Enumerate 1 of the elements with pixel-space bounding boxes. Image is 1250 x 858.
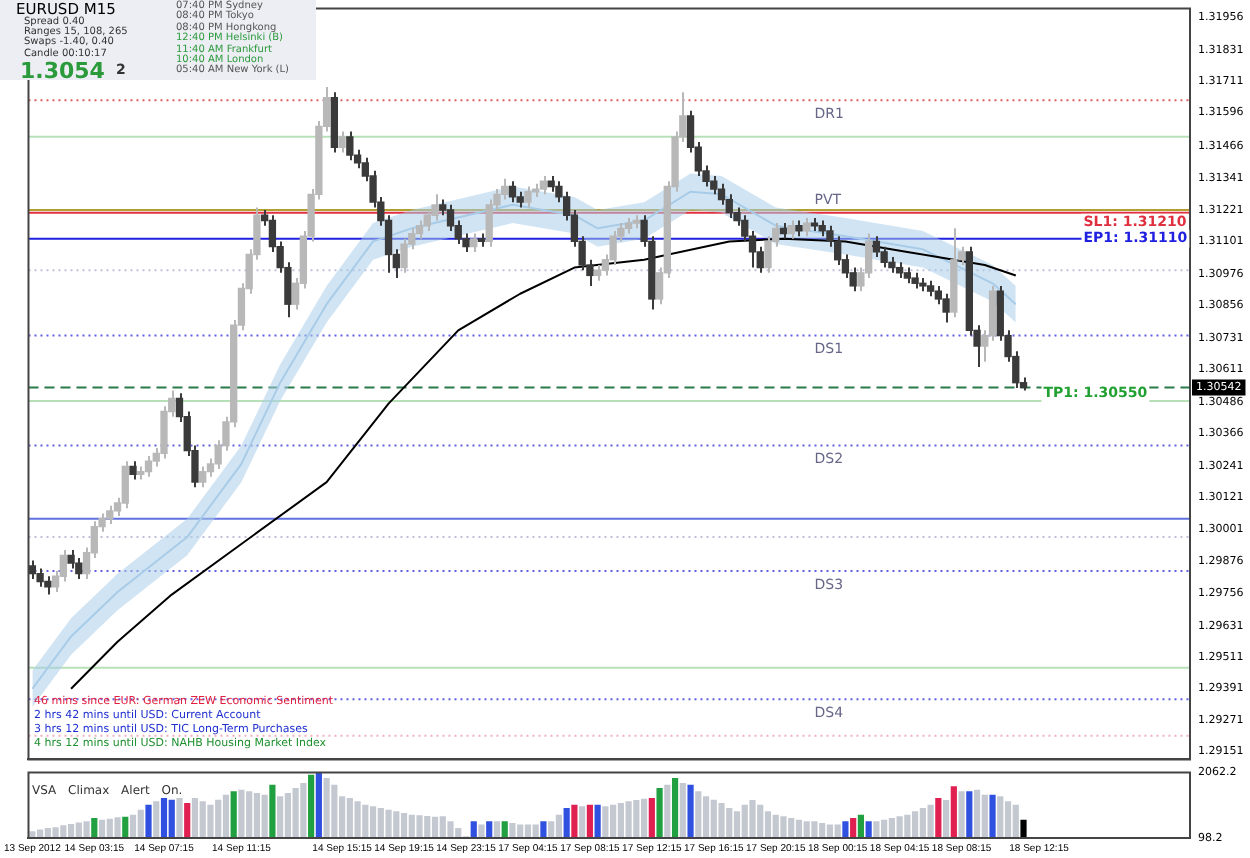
annotation: 1.3054: [20, 58, 105, 84]
